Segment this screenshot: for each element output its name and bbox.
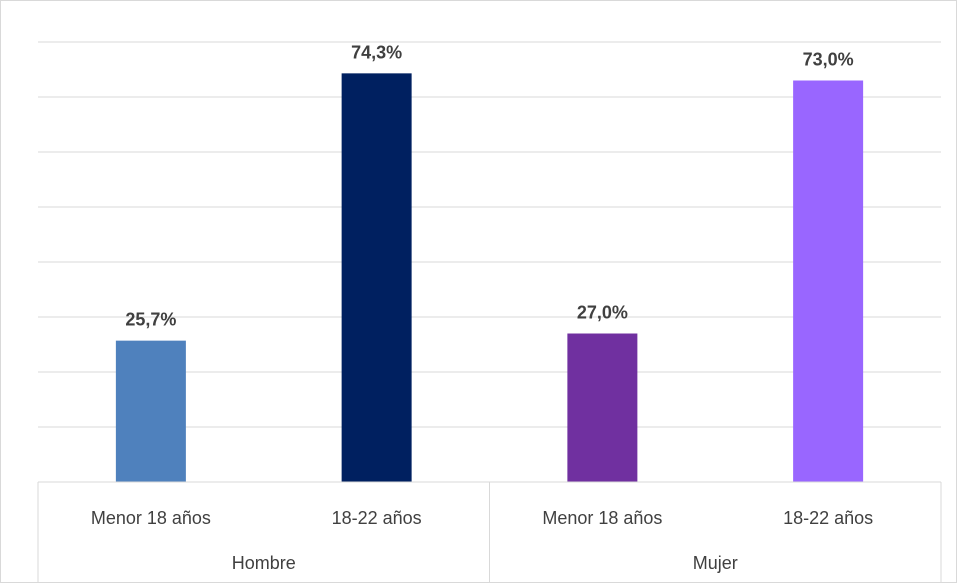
category-label: Menor 18 años (542, 508, 662, 528)
bar (793, 80, 864, 482)
category-axis: Menor 18 años 18-22 años Hombre Menor 18 añ… (37, 481, 942, 583)
gridlines (38, 41, 941, 428)
category-label: Menor 18 años (91, 508, 211, 528)
bar (115, 340, 186, 482)
data-label: 25,7% (125, 310, 176, 330)
group-label: Mujer (693, 553, 738, 573)
group-label: Hombre (232, 553, 296, 573)
bar (341, 73, 412, 482)
bars (115, 73, 864, 482)
data-labels: 25,7% 74,3% 27,0% 73,0% (125, 42, 853, 329)
data-label: 74,3% (351, 42, 402, 62)
data-label: 27,0% (577, 303, 628, 323)
bar (567, 333, 638, 482)
data-label: 73,0% (803, 50, 854, 70)
category-label: 18-22 años (332, 508, 422, 528)
category-label: 18-22 años (783, 508, 873, 528)
